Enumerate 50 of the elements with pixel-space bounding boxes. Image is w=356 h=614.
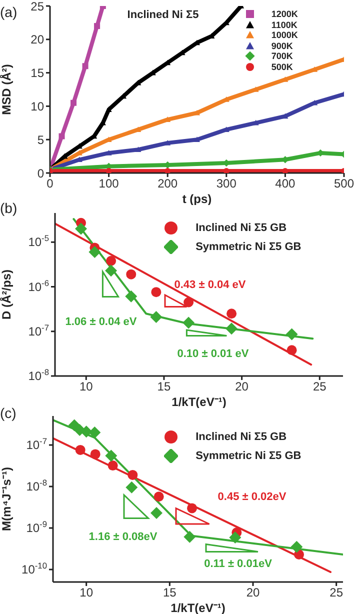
y-tick-label: 10$^{-7}$ (28, 322, 50, 338)
x-tick-label: 500 (334, 176, 354, 191)
x-tick-label: 400 (275, 176, 296, 191)
x-tick-label: 300 (216, 176, 237, 191)
chart-title: (a) (0, 4, 18, 20)
x-tick-label: 25 (312, 380, 327, 394)
legend-label: Symmetric Ni Σ5 GB (196, 450, 302, 462)
annotation: 0.43 ± 0.04 eV (174, 279, 246, 291)
y-tick-label: 0 (37, 166, 44, 180)
y-axis-title: MSD (Å²) (0, 64, 14, 115)
x-tick-label: 20 (246, 586, 260, 600)
legend-label: Symmetric Ni Σ5 GB (196, 240, 302, 252)
y-tick-label: 10 (30, 99, 44, 114)
annotation: 0.11 ± 0.01eV (204, 558, 272, 570)
x-tick-label: 10 (80, 586, 94, 600)
y-tick-label: 10$^{-5}$ (28, 233, 50, 250)
x-tick-label: 15 (162, 586, 177, 600)
annotation: 0.10 ± 0.01 eV (177, 348, 249, 360)
legend-label: 1100K (271, 20, 298, 30)
annotation: 0.45 ± 0.02eV (218, 491, 286, 503)
annotation: 1.06 ± 0.04 eV (65, 316, 137, 328)
y-axis-title: D (Å²/ps) (0, 270, 14, 320)
x-tick-label: 10 (79, 380, 94, 394)
y-tick-label: 20 (30, 32, 44, 47)
x-tick-label: 25 (330, 586, 344, 600)
y-tick-label: 25 (30, 0, 44, 14)
x-tick-label: 100 (98, 176, 120, 191)
x-tick-label: 200 (158, 176, 178, 191)
legend-label: 900K (271, 40, 293, 51)
y-axis-title: M(m⁴J⁻¹s⁻¹) (0, 467, 14, 531)
chart-title: (b) (0, 200, 18, 216)
y-tick-label: 10$^{-10}$ (22, 560, 48, 577)
y-tick-label: 10$^{-9}$ (26, 519, 48, 536)
legend-label: 700K (271, 51, 293, 62)
chart-title: (c) (0, 405, 16, 421)
y-tick-label: 10$^{-7}$ (26, 436, 48, 452)
legend-label: Inclined Ni Σ5 GB (196, 222, 287, 234)
y-tick-label: 5 (37, 132, 44, 147)
y-tick-label: 10$^{-8}$ (26, 478, 48, 494)
y-tick-label: 10$^{-8}$ (28, 367, 50, 383)
legend-label: Inclined Ni Σ5 GB (196, 430, 287, 442)
annotation: 1.16 ± 0.08eV (88, 531, 158, 543)
y-tick-label: 15 (30, 66, 44, 80)
legend-label: 1000K (271, 30, 298, 40)
annotation: Inclined Ni Σ5 (127, 9, 199, 21)
x-tick-label: 15 (157, 380, 171, 394)
legend-label: 1200K (271, 9, 298, 20)
legend-label: 500K (271, 62, 293, 72)
x-tick-label: 20 (235, 380, 249, 394)
y-tick-label: 10$^{-6}$ (28, 278, 50, 294)
